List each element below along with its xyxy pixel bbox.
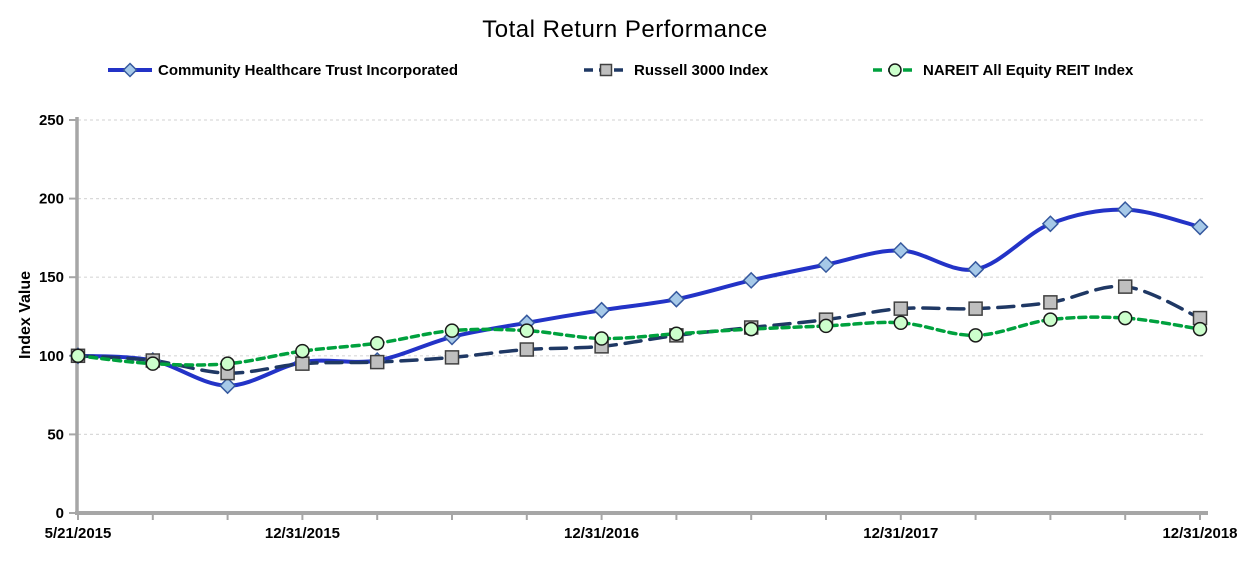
square-marker <box>444 350 460 365</box>
legend-item-community-healthcare-trust-incorporated: Community Healthcare Trust Incorporated <box>107 58 458 82</box>
x-tick-label: 12/31/2018 <box>1162 525 1237 542</box>
diamond-marker <box>1041 215 1059 233</box>
y-tick-label: 150 <box>39 269 64 286</box>
circle-marker <box>743 321 759 337</box>
circle-marker <box>145 356 161 371</box>
circle-marker <box>70 348 86 364</box>
x-tick-label: 12/31/2015 <box>265 525 340 542</box>
circle-marker <box>369 335 385 351</box>
square-marker <box>893 301 909 316</box>
circle-marker <box>1117 310 1133 326</box>
square-marker <box>1043 295 1058 310</box>
square-marker <box>519 342 535 357</box>
circle-marker <box>295 343 310 359</box>
y-tick-label: 250 <box>39 112 64 129</box>
x-tick-label: 5/21/2015 <box>45 525 112 542</box>
legend-item-russell-3000-index: Russell 3000 Index <box>583 58 768 82</box>
circle-marker <box>1192 321 1208 337</box>
diamond-marker <box>593 301 611 319</box>
circle-marker <box>1043 312 1058 327</box>
diamond-marker <box>967 260 985 278</box>
diamond-marker <box>742 271 760 289</box>
x-tick-label: 12/31/2017 <box>863 525 938 542</box>
circle-marker <box>444 323 460 338</box>
circle-marker <box>519 323 535 338</box>
y-axis-title: Index Value <box>17 270 34 360</box>
square-legend-swatch-icon <box>584 63 628 77</box>
series-line-community-healthcare-trust-incorporated <box>76 207 1202 388</box>
circle-marker <box>893 315 909 331</box>
diamond-marker <box>1116 201 1134 219</box>
diamond-legend-swatch-icon <box>108 62 152 78</box>
circle-marker <box>818 318 834 334</box>
circle-marker <box>220 356 235 371</box>
circle-legend-swatch-icon <box>873 63 917 77</box>
legend-item-nareit-all-equity-reit-index: NAREIT All Equity REIT Index <box>872 58 1133 82</box>
square-marker <box>968 301 983 316</box>
y-tick-label: 100 <box>39 348 64 365</box>
square-marker <box>1117 279 1133 294</box>
square-marker <box>295 356 310 371</box>
legend-label: NAREIT All Equity REIT Index <box>923 61 1134 79</box>
legend: Community Healthcare Trust Incorporated R… <box>0 58 1250 84</box>
y-tick-label: 200 <box>39 191 64 208</box>
chart-title: Total Return Performance <box>482 16 768 43</box>
diamond-marker <box>892 241 910 260</box>
diamond-marker <box>667 290 685 308</box>
circle-marker <box>968 328 983 343</box>
diamond-marker <box>219 377 237 395</box>
diamond-marker <box>1191 218 1209 236</box>
y-tick-label: 0 <box>56 505 64 522</box>
y-tick-label: 50 <box>47 426 64 443</box>
legend-label: Russell 3000 Index <box>634 61 769 79</box>
legend-label: Community Healthcare Trust Incorporated <box>158 61 459 79</box>
diamond-marker <box>817 256 835 274</box>
x-tick-label: 12/31/2016 <box>564 525 639 542</box>
series-line-nareit-all-equity-reit-index <box>76 315 1202 367</box>
circle-marker <box>669 326 684 342</box>
circle-marker <box>594 331 609 346</box>
square-marker <box>369 354 385 370</box>
series-line-russell-3000-index <box>76 284 1202 375</box>
